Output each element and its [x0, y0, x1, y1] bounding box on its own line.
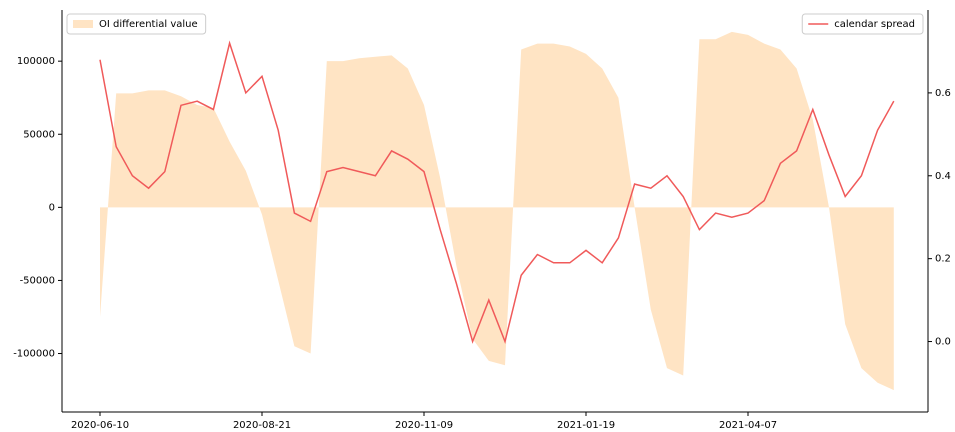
- x-tick-label: 2020-11-09: [395, 420, 453, 431]
- y2-tick-label: 0.6: [935, 88, 951, 99]
- y2-tick-label: 0.4: [935, 171, 951, 182]
- legend-label: OI differential value: [99, 19, 198, 30]
- legend: calendar spread: [801, 13, 924, 35]
- y-tick-label: -50000: [20, 275, 55, 286]
- y-tick-label: 0: [49, 202, 55, 213]
- legend-label: calendar spread: [834, 19, 915, 30]
- area: [100, 31, 894, 391]
- x-tick-label: 2021-04-07: [719, 420, 777, 431]
- y-tick-label: 50000: [23, 129, 55, 140]
- y2-tick-label: 0.2: [935, 254, 951, 265]
- legend-box: [66, 13, 207, 35]
- x-tick-label: 2020-08-21: [233, 420, 291, 431]
- legend-box: [801, 13, 924, 35]
- y-tick-label: 100000: [17, 56, 55, 67]
- legend: OI differential value: [66, 13, 207, 35]
- x-tick-label: 2020-06-10: [71, 420, 129, 431]
- legend-swatch: [73, 20, 93, 28]
- line: [99, 40, 895, 345]
- y-tick-label: -100000: [13, 349, 55, 360]
- y2-tick-label: 0.0: [935, 337, 951, 348]
- x-tick-label: 2021-01-19: [557, 420, 615, 431]
